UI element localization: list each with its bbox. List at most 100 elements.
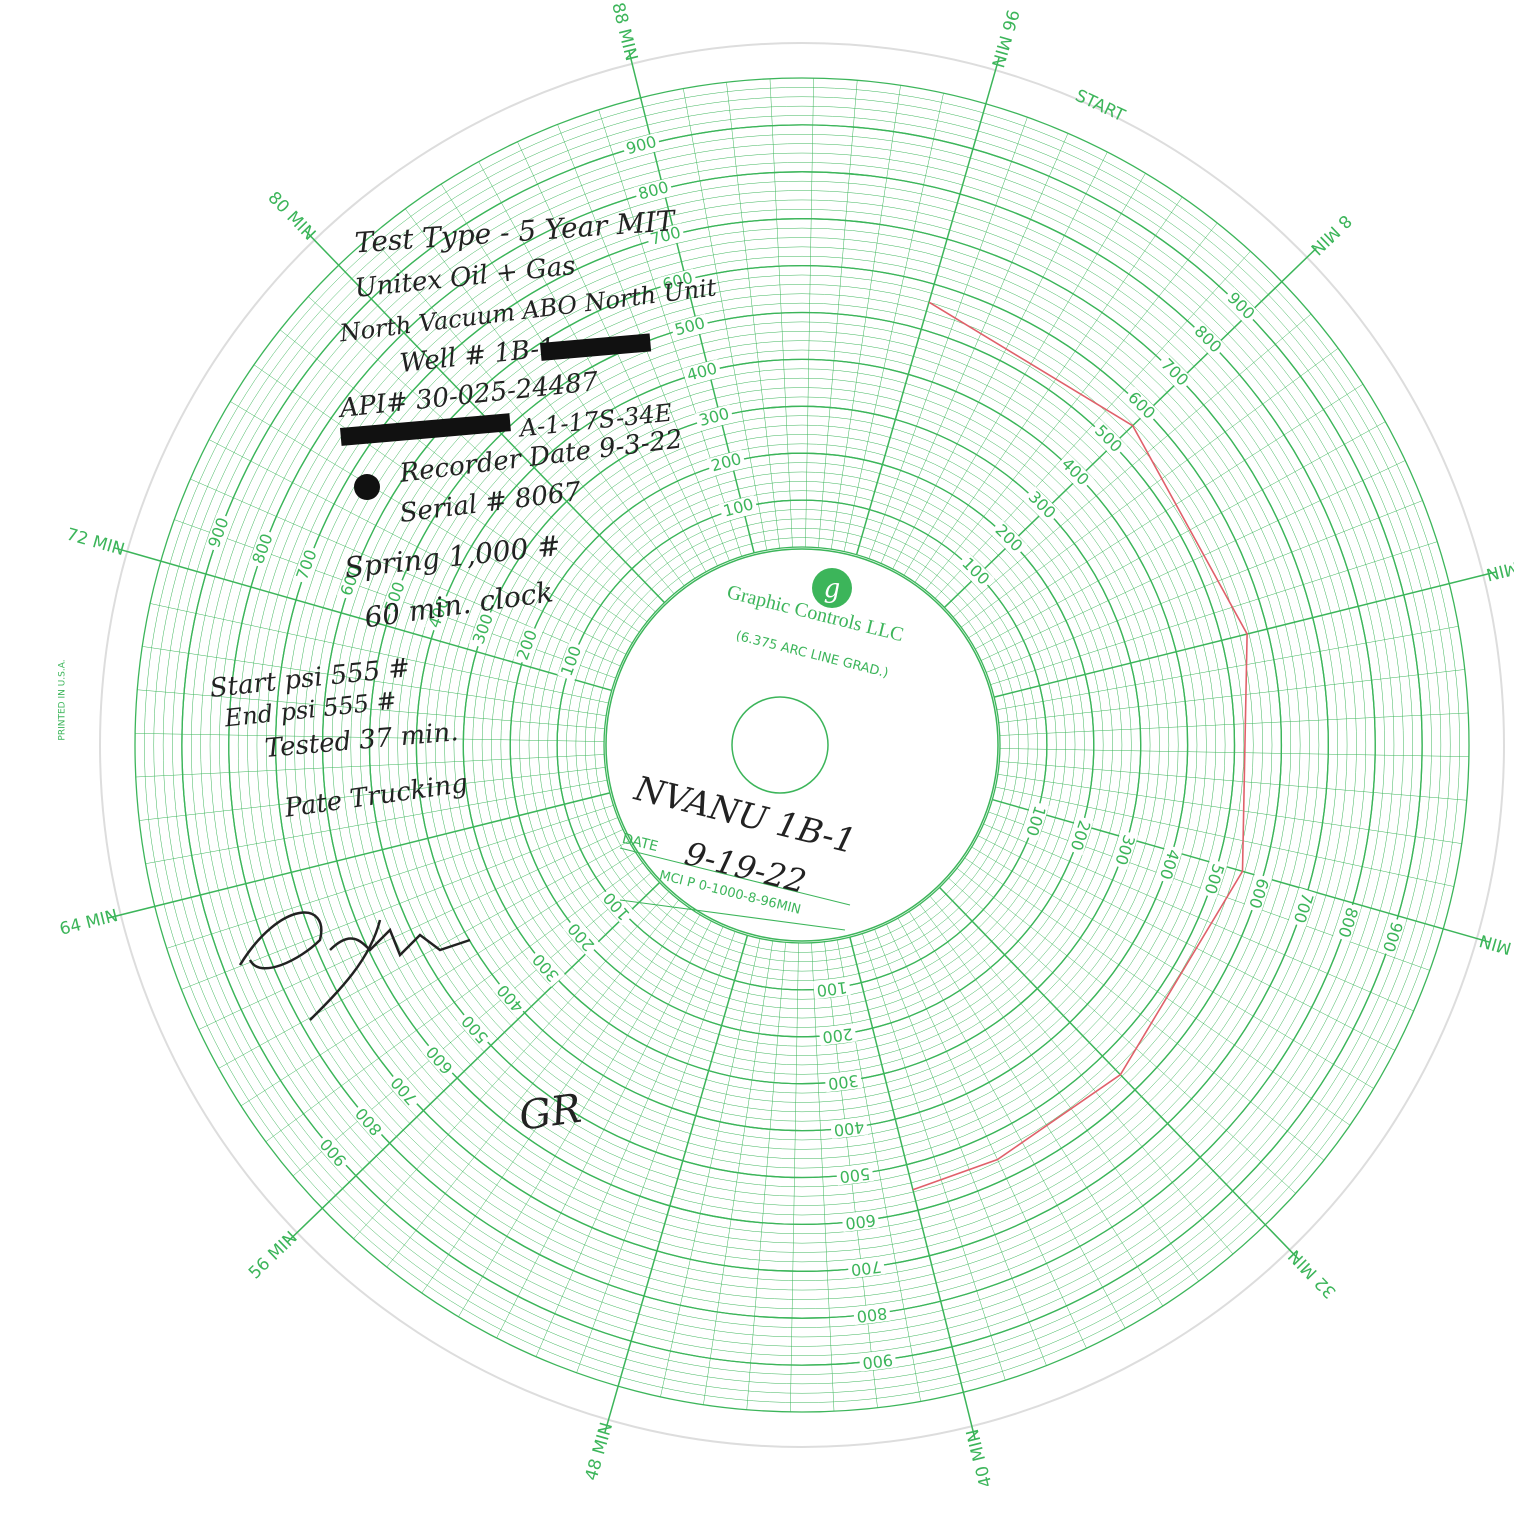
minute-label: 16 MIN <box>1484 550 1514 584</box>
time-line <box>811 942 835 1412</box>
handwritten-note: GR <box>516 1086 584 1140</box>
ring <box>191 134 1413 1356</box>
time-line <box>108 792 611 919</box>
label-bg <box>1022 486 1061 525</box>
ring <box>303 246 1301 1244</box>
ring <box>162 105 1442 1385</box>
time-line <box>843 93 944 552</box>
minute-label: 88 MIN <box>607 1 641 64</box>
label-bg <box>1154 844 1183 885</box>
label-bg <box>1121 386 1161 426</box>
label-bg <box>1188 320 1227 359</box>
time-line <box>855 57 1000 555</box>
ring <box>584 527 1020 963</box>
pressure-label: 100 <box>816 978 849 1001</box>
ring <box>528 471 1076 1019</box>
time-line <box>980 460 1406 661</box>
time-line <box>998 669 1465 723</box>
pressure-label: 800 <box>856 1304 889 1327</box>
label-bg <box>694 404 735 432</box>
label-bg <box>1243 873 1273 914</box>
time-line <box>836 939 921 1402</box>
time-line <box>986 500 1423 673</box>
time-line <box>208 439 627 655</box>
major-ring <box>556 499 1048 991</box>
label-bg <box>1065 815 1094 856</box>
ring <box>547 490 1057 1000</box>
label-bg <box>456 1009 495 1049</box>
label-bg <box>718 495 759 522</box>
time-line <box>440 183 696 579</box>
label-bg <box>852 1302 891 1326</box>
time-line <box>535 926 724 1357</box>
pressure-label: 600 <box>844 1211 877 1234</box>
label-bg <box>421 1040 459 1080</box>
time-line <box>971 846 1374 1089</box>
time-line <box>150 603 609 704</box>
time-line <box>142 646 607 716</box>
major-ring <box>321 264 1283 1226</box>
label-bg <box>858 1349 897 1372</box>
time-line <box>166 805 614 949</box>
ring <box>172 115 1432 1375</box>
label-bg <box>386 1070 424 1110</box>
time-line <box>703 940 773 1405</box>
time-line <box>999 761 1467 801</box>
minute-label: 40 MIN <box>963 1427 997 1490</box>
ring <box>566 509 1038 981</box>
time-line <box>892 151 1108 570</box>
redaction <box>354 474 380 500</box>
time-line <box>135 754 605 778</box>
minute-label: 56 MIN <box>245 1228 302 1284</box>
time-line <box>198 829 624 1030</box>
time-line <box>880 133 1069 564</box>
ring <box>153 96 1451 1394</box>
major-ring <box>228 171 1376 1319</box>
time-line <box>849 936 976 1439</box>
ring <box>219 162 1385 1328</box>
ring <box>388 331 1216 1159</box>
time-line <box>145 779 608 864</box>
label-bg <box>812 976 851 1000</box>
time-line <box>181 817 618 990</box>
time-line <box>999 748 1469 757</box>
label-bg <box>527 947 565 987</box>
label-bg <box>425 593 455 634</box>
time-line <box>576 931 736 1373</box>
time-line <box>862 933 1006 1381</box>
minute-label: 48 MIN <box>582 1420 618 1483</box>
time-line <box>948 877 1296 1194</box>
ring <box>331 274 1273 1216</box>
time-line <box>874 929 1047 1366</box>
time-line <box>934 251 1251 599</box>
time-line <box>993 571 1496 698</box>
time-line <box>805 78 814 548</box>
time-line <box>964 857 1351 1126</box>
label-bg <box>1199 858 1228 899</box>
time-line <box>886 923 1087 1349</box>
model-rule <box>619 899 846 931</box>
time-line <box>240 851 636 1107</box>
time-line <box>253 364 640 633</box>
label-bg <box>1020 800 1050 841</box>
label-bg <box>1333 902 1362 943</box>
ring <box>406 349 1198 1141</box>
ring <box>209 152 1395 1338</box>
ring <box>266 209 1338 1281</box>
time-line <box>999 712 1469 736</box>
label-bg <box>469 609 499 650</box>
time-line <box>769 78 793 548</box>
ring <box>134 77 1470 1413</box>
time-line <box>897 918 1126 1329</box>
time-line <box>996 626 1459 711</box>
label-bg <box>670 313 710 341</box>
time-line <box>458 914 701 1317</box>
ring <box>444 387 1160 1103</box>
label-bg <box>658 268 698 296</box>
pressure-trace <box>912 301 1248 1191</box>
ring <box>434 377 1170 1113</box>
ring <box>341 284 1263 1206</box>
label-bg <box>380 577 411 618</box>
ring <box>472 415 1132 1075</box>
